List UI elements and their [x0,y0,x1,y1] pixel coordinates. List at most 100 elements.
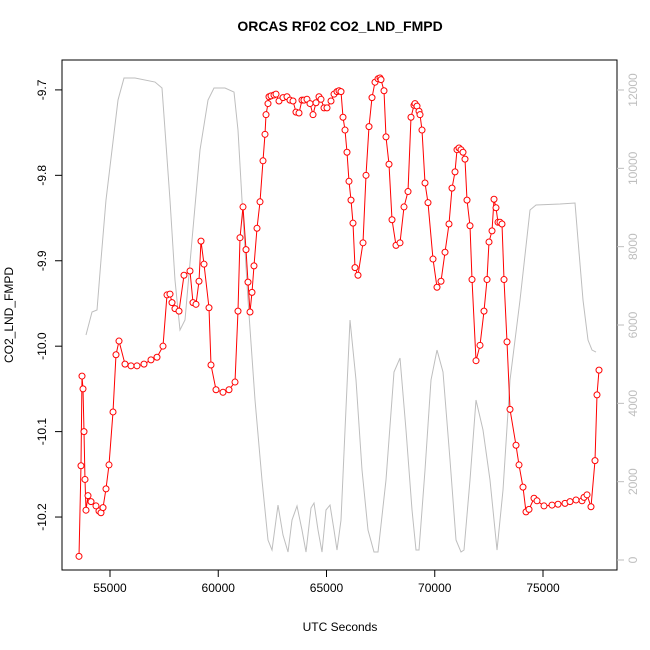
data-point [79,385,87,393]
data-point [396,239,404,247]
data-point [75,552,83,560]
data-point [234,307,242,315]
data-point [87,498,95,506]
data-point [253,224,261,232]
y2-tick-label: 4000 [626,390,640,417]
data-point [380,87,388,95]
y2-tick-label: 6000 [626,311,640,338]
data-point [306,100,314,108]
y-tick-label: -9.7 [35,79,49,100]
data-point [337,88,345,96]
data-point [483,276,491,284]
data-point [244,278,252,286]
data-point [147,356,155,364]
x-tick-label: 65000 [310,581,344,595]
data-point [248,288,256,296]
data-point [175,307,183,315]
data-point [259,157,267,165]
data-point [186,267,194,275]
data-point [461,155,469,163]
data-point [140,360,148,368]
data-point [472,357,480,365]
data-point [347,196,355,204]
data-point [365,123,373,131]
data-point [429,255,437,263]
data-point [159,342,167,350]
data-point [525,505,533,513]
data-point [192,300,200,308]
y-tick-label: -10.0 [35,332,49,360]
data-point [207,361,215,369]
data-point [236,234,244,242]
data-point [407,113,415,121]
data-point [445,220,453,228]
data-point [81,475,89,483]
data-point [105,461,113,469]
data-point [506,405,514,413]
data-point [345,177,353,185]
data-point [503,338,511,346]
data-point [540,502,548,510]
data-point [424,199,432,207]
y2-tick-label: 8000 [626,233,640,260]
data-point [593,391,601,399]
data-point [168,299,176,307]
data-point [492,204,500,212]
y-tick-label: -10.2 [35,503,49,531]
data-point [554,500,562,508]
data-point [385,160,393,168]
data-point [112,351,120,359]
data-point [595,366,603,374]
data-point [490,195,498,203]
data-point [488,227,496,235]
data-point [115,337,123,345]
data-point [459,148,467,156]
plot-box [61,59,618,571]
data-point [246,308,254,316]
data-point [433,283,441,291]
data-point [476,341,484,349]
data-point [92,502,100,510]
data-point [583,491,591,499]
data-point [82,506,90,514]
data-point [200,260,208,268]
data-point [500,276,508,284]
data-point [180,271,188,279]
data-point [448,184,456,192]
data-point [400,203,408,211]
data-point [264,100,272,108]
x-tick-label: 75000 [526,581,560,595]
x-tick-label: 55000 [93,581,127,595]
data-point [451,168,459,176]
x-axis-label: UTC Seconds [303,620,378,634]
y-tick-label: -9.8 [35,165,49,186]
data-point [327,97,335,105]
data-point [77,462,85,470]
data-point [587,503,595,511]
data-point [418,126,426,134]
data-point [512,441,520,449]
data-point [485,238,493,246]
data-point [78,372,86,380]
data-point [351,264,359,272]
data-point [466,222,474,230]
y2-tick-label: 12000 [626,73,640,107]
data-point [312,99,320,107]
chart-title: ORCAS RF02 CO2_LND_FMPD [237,18,442,34]
data-point [127,362,135,370]
data-point [295,109,303,117]
y-tick-label: -10.1 [35,418,49,446]
data-point [515,461,523,469]
data-point [388,216,396,224]
data-point [368,94,376,102]
data-point [354,271,362,279]
data-point [421,179,429,187]
data-point [262,111,270,119]
data-point [437,277,445,285]
y2-tick-label: 0 [626,556,640,563]
data-point [225,386,233,394]
data-point [153,353,161,361]
data-point [591,457,599,465]
data-point [382,133,390,141]
data-point [566,498,574,506]
